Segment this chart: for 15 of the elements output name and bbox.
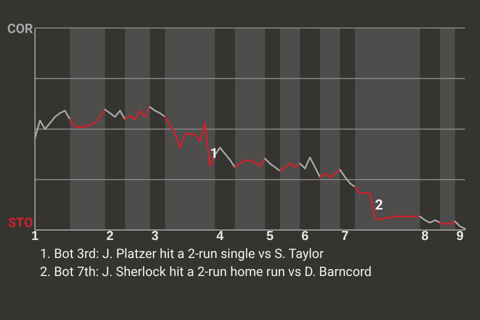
x-tick-label: 1 (31, 228, 39, 244)
x-tick-label: 8 (421, 228, 429, 244)
annotation: 2 (375, 198, 384, 214)
x-tick-label: 2 (106, 228, 114, 244)
x-tick-label: 4 (216, 228, 224, 244)
annotation: 1 (210, 146, 218, 162)
x-tick-label: 5 (266, 228, 274, 244)
x-tick-label: 3 (151, 228, 159, 244)
x-tick-label: 6 (301, 228, 309, 244)
text: COR (7, 22, 34, 37)
text: 1. Bot 3rd: J. Platzer hit a 2-run single vs S. Taylor (40, 247, 324, 262)
text: STO (8, 216, 34, 231)
text: 2. Bot 7th: J. Sherlock hit a 2-run home run vs D. Barncord (40, 265, 372, 280)
x-tick-label: 7 (341, 228, 349, 244)
x-tick-label: 9 (456, 228, 464, 244)
